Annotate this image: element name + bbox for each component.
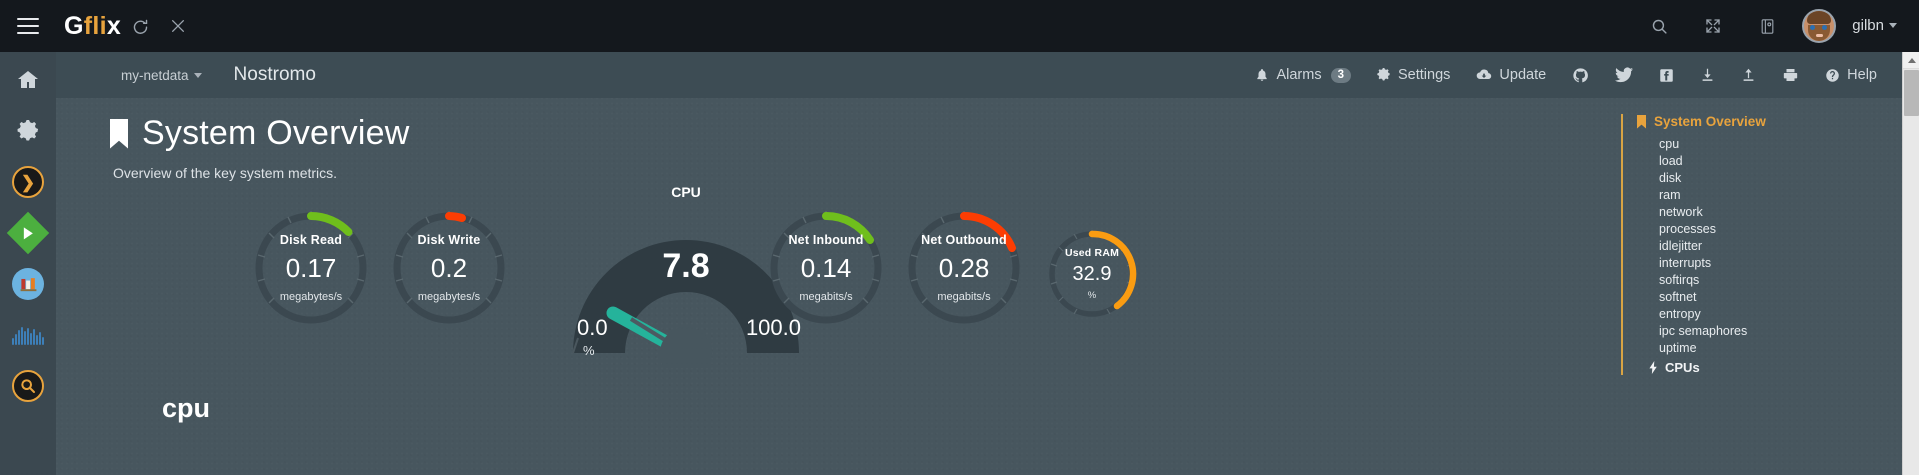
left-sidebar: ❯	[0, 52, 56, 475]
cloud-download-icon	[1477, 69, 1492, 80]
nav-settings-label: Settings	[1398, 67, 1451, 83]
nav-settings[interactable]: Settings	[1377, 67, 1450, 83]
export-icon[interactable]	[1741, 67, 1756, 83]
nav-help-label: Help	[1847, 67, 1877, 83]
toc-link-network[interactable]: network	[1659, 204, 1703, 219]
toc-subsection-label: CPUs	[1665, 360, 1700, 375]
books-icon[interactable]	[10, 266, 46, 302]
section-heading-cpu: cpu	[162, 393, 211, 423]
toc-link-interrupts[interactable]: interrupts	[1659, 255, 1712, 270]
toc-link-idlejitter[interactable]: idlejitter	[1659, 238, 1703, 253]
netdata-main: System Overview Overview of the key syst…	[56, 98, 1919, 475]
hostname-label: Nostromo	[233, 64, 316, 85]
bookmark-icon	[1637, 114, 1646, 129]
chevron-down-icon	[193, 73, 202, 79]
facebook-icon[interactable]	[1659, 68, 1674, 83]
gauge-cpu[interactable]: CPU 7.8 0.0 % 100.0	[561, 184, 811, 393]
page-title-text: System Overview	[142, 114, 410, 152]
fullscreen-icon[interactable]	[1694, 0, 1732, 52]
app-bar: Gflix	[0, 0, 1919, 52]
toc-link-uptime[interactable]: uptime	[1659, 340, 1697, 355]
gauge-units: %	[583, 343, 595, 358]
gauge-disk-read[interactable]: Disk Read 0.17 megabytes/s	[251, 208, 371, 328]
netdata-dashboard-frame: my-netdata Nostromo Alarms 3 Settings Up…	[56, 52, 1919, 475]
search-circle-icon[interactable]	[10, 368, 46, 404]
scroll-up-button[interactable]	[1903, 52, 1919, 69]
toc-link-processes[interactable]: processes	[1659, 221, 1716, 236]
toc-link-entropy[interactable]: entropy	[1659, 306, 1701, 321]
hamburger-icon[interactable]	[0, 0, 56, 52]
gauge-max: 100.0	[745, 315, 801, 340]
username-label: gilbn	[1852, 17, 1884, 34]
toc-link-softnet[interactable]: softnet	[1659, 289, 1697, 304]
nav-alarms[interactable]: Alarms 3	[1255, 67, 1351, 83]
chevron-up-icon	[1907, 57, 1916, 63]
twitter-icon[interactable]	[1615, 67, 1634, 83]
scrollbar-thumb[interactable]	[1904, 70, 1919, 116]
alarms-badge: 3	[1330, 67, 1351, 83]
username-menu[interactable]: gilbn	[1852, 17, 1897, 35]
gauge-value: 7.8	[662, 247, 710, 285]
avatar[interactable]	[1802, 9, 1837, 43]
toc-heading[interactable]: System Overview	[1637, 114, 1859, 129]
search-icon[interactable]	[1640, 0, 1678, 52]
host-select[interactable]: my-netdata	[121, 68, 202, 83]
apps-icon[interactable]	[1748, 0, 1786, 52]
gauge-min: 0.0	[577, 315, 608, 340]
toc-heading-label: System Overview	[1654, 114, 1766, 129]
page-subtitle: Overview of the key system metrics.	[113, 165, 338, 181]
netdata-navbar: my-netdata Nostromo Alarms 3 Settings Up…	[56, 52, 1919, 98]
toc-link-softirqs[interactable]: softirqs	[1659, 272, 1700, 287]
audio-wave-icon[interactable]	[10, 317, 46, 353]
gauge-disk-write[interactable]: Disk Write 0.2 megabytes/s	[389, 208, 509, 328]
page-title: System Overview	[110, 114, 410, 153]
plex-icon[interactable]	[6, 211, 50, 255]
nav-update[interactable]: Update	[1476, 67, 1546, 83]
vertical-scrollbar[interactable]	[1902, 52, 1919, 475]
toc-subsection-cpus[interactable]: CPUs	[1637, 356, 1859, 375]
nav-alarms-label: Alarms	[1276, 67, 1322, 83]
toc-link-load[interactable]: load	[1659, 153, 1683, 168]
gauge-label: CPU	[671, 184, 701, 200]
nav-help[interactable]: Help	[1825, 67, 1877, 83]
import-icon[interactable]	[1700, 67, 1715, 83]
table-of-contents: System Overview cpu load disk ram networ…	[1621, 114, 1859, 375]
app-title: Gflix	[64, 12, 121, 41]
bolt-icon	[1649, 361, 1657, 374]
page-header: System Overview Overview of the key syst…	[110, 114, 410, 181]
toc-link-ram[interactable]: ram	[1659, 187, 1681, 202]
toc-link-disk[interactable]: disk	[1659, 170, 1682, 185]
nav-update-label: Update	[1499, 67, 1547, 83]
bell-icon	[1257, 69, 1268, 81]
github-icon[interactable]	[1572, 67, 1589, 84]
app-title-text: Gflix	[64, 11, 122, 40]
host-select-label: my-netdata	[121, 67, 189, 83]
netdata-nav-actions: Alarms 3 Settings Update	[1255, 67, 1919, 84]
close-icon[interactable]	[159, 0, 197, 52]
gauge-net-inbound[interactable]: Net Inbound 0.14 megabits/s	[766, 208, 886, 328]
app-bar-right-actions: gilbn	[1640, 0, 1919, 52]
bookmark-icon	[110, 118, 128, 149]
reload-icon[interactable]	[121, 0, 159, 52]
sonarr-icon[interactable]: ❯	[10, 164, 46, 200]
chevron-down-icon	[1889, 23, 1897, 29]
question-circle-icon	[1826, 68, 1839, 82]
gauge-net-outbound[interactable]: Net Outbound 0.28 megabits/s	[904, 208, 1024, 328]
settings-gear-icon[interactable]	[10, 113, 46, 149]
toc-link-cpu[interactable]: cpu	[1659, 136, 1680, 151]
home-icon[interactable]	[10, 62, 46, 98]
print-icon[interactable]	[1782, 67, 1799, 83]
toc-link-ipc-semaphores[interactable]: ipc semaphores	[1659, 323, 1748, 338]
gear-icon	[1377, 68, 1390, 81]
gauge-row: Disk Read 0.17 megabytes/s	[56, 184, 1356, 383]
gauge-used-ram[interactable]: Used RAM 32.9 %	[1046, 228, 1138, 320]
